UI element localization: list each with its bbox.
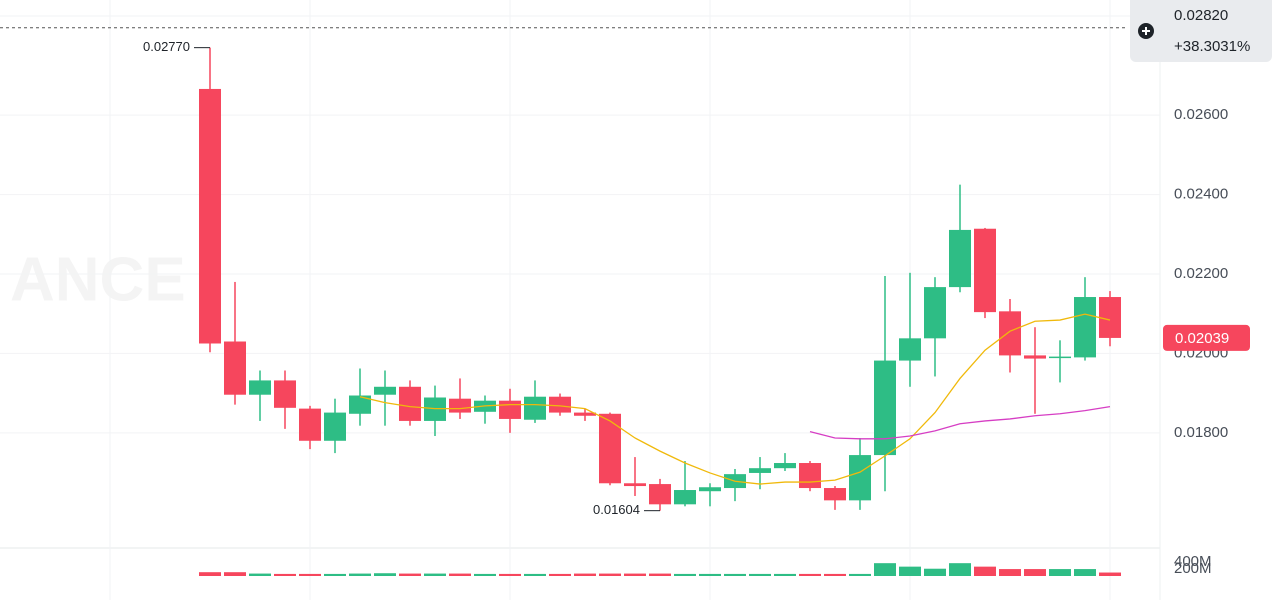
add-icon-plus — [1142, 27, 1150, 35]
info-box: 0.02820 +38.3031% — [1130, 0, 1272, 62]
volume-bar — [274, 573, 296, 576]
volume-bar — [474, 573, 496, 576]
price-change: +38.3031% — [1174, 38, 1250, 55]
volume-bar — [974, 566, 996, 576]
volume-bar — [624, 573, 646, 576]
volume-bar — [299, 573, 321, 576]
candle-body — [449, 398, 471, 413]
y-tick-label: 0.02600 — [1174, 106, 1228, 123]
y-tick-label: 0.01800 — [1174, 424, 1228, 441]
volume-bar — [1024, 569, 1046, 576]
candle-body — [974, 228, 996, 313]
plot-area: 0.02770 0.01604 — [143, 39, 1121, 576]
y-tick-label: 0.02400 — [1174, 186, 1228, 203]
candle-body — [849, 455, 871, 501]
volume-bar — [999, 569, 1021, 576]
candle-body — [399, 386, 421, 421]
volume-bar — [1074, 569, 1096, 576]
volume-bar — [399, 573, 421, 576]
candle-body — [824, 488, 846, 501]
candle-body — [324, 412, 346, 441]
volume-bar — [874, 563, 896, 576]
volume-bar — [924, 568, 946, 576]
candle-body — [374, 386, 396, 395]
low-marker-label: 0.01604 — [593, 502, 640, 517]
volume-bar — [424, 573, 446, 576]
candle-body — [574, 412, 596, 416]
candle-body — [624, 483, 646, 487]
volume-tick-label: 400M — [1174, 553, 1212, 570]
candle-body — [899, 338, 921, 361]
volume-bar — [699, 573, 721, 576]
moving-average-line — [809, 405, 1111, 440]
volume-bar — [899, 566, 921, 576]
volume-bar — [1049, 569, 1071, 576]
volume-bar — [574, 573, 596, 576]
volume-tick-label: 200M — [1174, 560, 1212, 577]
grid — [0, 0, 1160, 600]
candle-body — [499, 400, 521, 419]
candle-body — [224, 341, 246, 395]
candle-body — [549, 396, 571, 413]
candle-body — [924, 287, 946, 339]
volume-bar — [449, 573, 471, 576]
candle-body — [599, 413, 621, 484]
candle-body — [1024, 355, 1046, 359]
candle-body — [249, 380, 271, 395]
volume-bar — [674, 573, 696, 576]
volume-bar — [774, 573, 796, 576]
candle-body — [699, 487, 721, 492]
candle-body — [949, 229, 971, 288]
volume-bar — [799, 573, 821, 576]
candle-body — [1049, 356, 1071, 359]
candle-body — [874, 360, 896, 456]
volume-bar — [324, 573, 346, 576]
watermark: ANCE — [10, 245, 186, 314]
volume-bar — [524, 573, 546, 576]
candle-body — [1099, 297, 1121, 338]
candle-body — [349, 395, 371, 414]
volume-bar — [224, 572, 246, 576]
candle-body — [299, 408, 321, 441]
candle-body — [1074, 297, 1096, 358]
volume-bar — [374, 573, 396, 576]
candle-body — [649, 484, 671, 505]
y-tick-label: 0.02200 — [1174, 265, 1228, 282]
volume-bar — [199, 572, 221, 576]
candle-body — [749, 468, 771, 473]
candle-body — [199, 88, 221, 344]
candle-body — [774, 463, 796, 469]
last-price-label: 0.02039 — [1175, 330, 1229, 347]
candle-body — [674, 490, 696, 505]
volume-bar — [349, 573, 371, 576]
volume-bar — [249, 573, 271, 576]
candle-body — [999, 311, 1021, 356]
volume-bar — [499, 573, 521, 576]
volume-bar — [824, 573, 846, 576]
volume-bar — [849, 573, 871, 576]
volume-bar — [599, 573, 621, 576]
crosshair-price: 0.02820 — [1174, 7, 1228, 24]
last-price-tag — [1163, 324, 1250, 351]
candle-body — [799, 463, 821, 489]
volume-bar — [649, 573, 671, 576]
volume-bar — [724, 573, 746, 576]
volume-bar — [949, 563, 971, 576]
moving-average-line — [359, 313, 1111, 485]
volume-bar — [749, 573, 771, 576]
candle-body — [274, 380, 296, 408]
volume-bar — [1099, 572, 1121, 576]
price-axis: 0.026000.024000.022000.020000.01800400M2… — [1163, 106, 1250, 577]
info-box-bg — [1130, 0, 1272, 62]
volume-bar — [549, 573, 571, 576]
high-marker-label: 0.02770 — [143, 39, 190, 54]
candle-body — [524, 396, 546, 420]
